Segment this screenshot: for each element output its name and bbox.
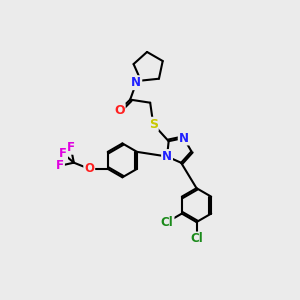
Text: N: N xyxy=(131,76,141,89)
Text: F: F xyxy=(67,141,75,154)
Text: N: N xyxy=(162,150,172,163)
Text: F: F xyxy=(56,159,64,172)
Text: O: O xyxy=(84,162,94,175)
Text: N: N xyxy=(179,131,189,145)
Text: Cl: Cl xyxy=(190,232,203,245)
Text: S: S xyxy=(149,118,158,131)
Text: F: F xyxy=(59,147,67,160)
Text: O: O xyxy=(114,104,125,117)
Text: Cl: Cl xyxy=(161,216,173,229)
